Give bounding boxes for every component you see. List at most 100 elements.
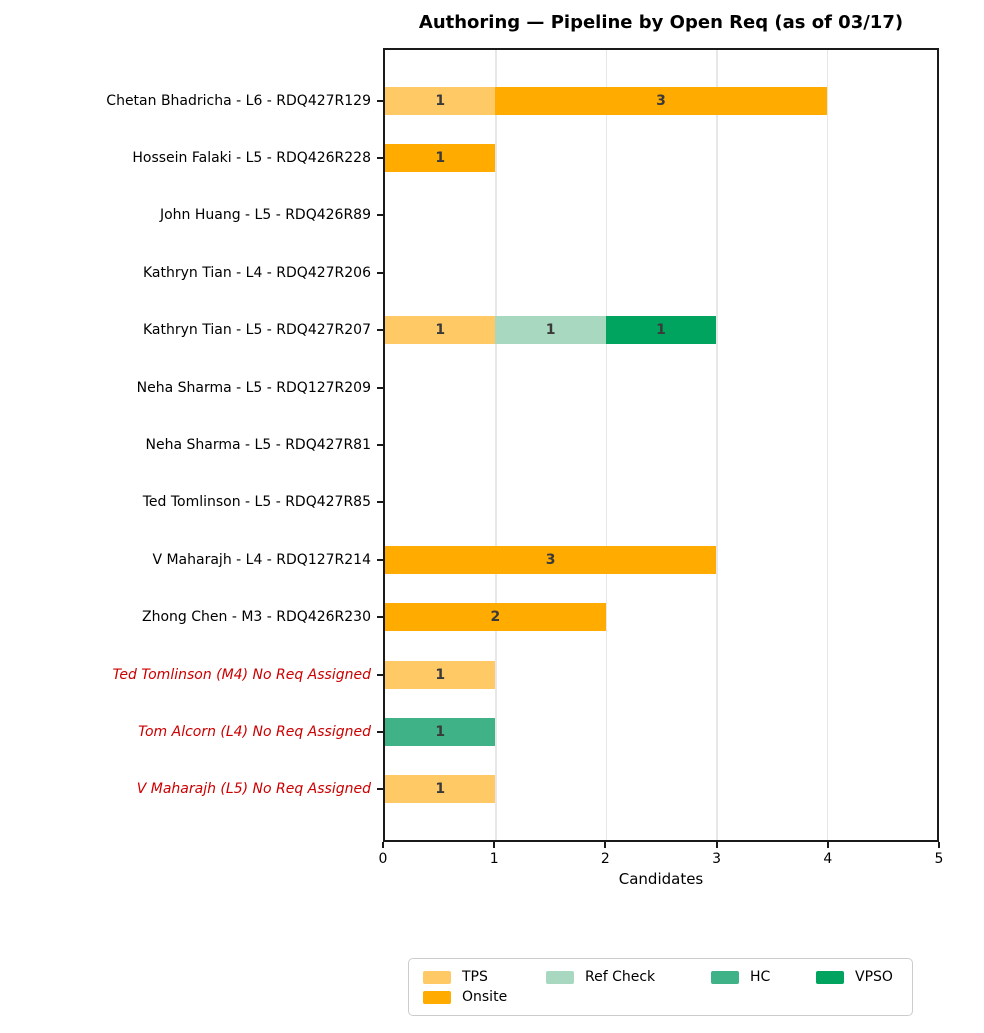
segment-value-label: 3 bbox=[545, 551, 556, 568]
segment-value-label: 2 bbox=[490, 609, 501, 626]
y-axis-label-text: V Maharajh - L4 - RDQ127R214 bbox=[152, 551, 371, 568]
y-axis-labels: Chetan Bhadricha - L6 - RDQ427R129 Hossei… bbox=[0, 48, 383, 842]
legend-swatch-icon bbox=[546, 970, 574, 984]
y-axis-label: Ted Tomlinson (M4) No Req Assigned bbox=[0, 646, 383, 703]
y-axis-label: John Huang - L5 - RDQ426R89 bbox=[0, 187, 383, 244]
segment-value-label: 1 bbox=[435, 150, 446, 167]
y-axis-label: Ted Tomlinson - L5 - RDQ427R85 bbox=[0, 474, 383, 531]
gridline bbox=[495, 50, 497, 840]
bar-segment-onsite: 3 bbox=[495, 86, 827, 115]
segment-value-label: 1 bbox=[435, 781, 446, 798]
legend-item-onsite: Onsite bbox=[423, 989, 546, 1005]
segment-value-label: 1 bbox=[545, 322, 556, 339]
x-tick-label: 2 bbox=[600, 851, 610, 867]
x-tick-label: 4 bbox=[823, 851, 833, 867]
bar-row: 1 bbox=[385, 129, 937, 186]
segment-value-label: 1 bbox=[435, 666, 446, 683]
gridline bbox=[605, 50, 608, 840]
bar-row bbox=[385, 474, 937, 531]
bar-row: 3 bbox=[385, 531, 937, 588]
y-axis-label: Kathryn Tian - L4 - RDQ427R206 bbox=[0, 244, 383, 301]
x-tick-mark bbox=[826, 842, 829, 848]
stacked-bar bbox=[385, 201, 937, 229]
y-tick-mark bbox=[377, 444, 383, 447]
stacked-bar bbox=[385, 374, 937, 402]
bar-segment-onsite: 1 bbox=[385, 144, 496, 173]
chart-title: Authoring — Pipeline by Open Req (as of … bbox=[418, 12, 904, 33]
legend-label: Ref Check bbox=[585, 969, 656, 985]
y-axis-label: Chetan Bhadricha - L6 - RDQ427R129 bbox=[0, 72, 383, 129]
y-axis-label: V Maharajh (L5) No Req Assigned bbox=[0, 761, 383, 818]
x-tick-mark bbox=[382, 842, 384, 848]
legend-swatch-icon bbox=[423, 970, 451, 984]
y-tick-mark bbox=[377, 616, 383, 619]
y-tick-mark bbox=[377, 329, 383, 332]
y-axis-label-text: Tom Alcorn (L4) No Req Assigned bbox=[138, 723, 371, 740]
y-axis-label: Tom Alcorn (L4) No Req Assigned bbox=[0, 703, 383, 760]
bar-segment-onsite: 3 bbox=[385, 545, 717, 574]
x-tick-mark bbox=[938, 842, 940, 848]
y-tick-mark bbox=[377, 157, 383, 160]
stacked-bar bbox=[385, 431, 937, 459]
legend-row: TPS Ref Check HC VPSO bbox=[423, 967, 912, 987]
stacked-bar bbox=[385, 259, 937, 287]
bar-row bbox=[385, 359, 937, 416]
stacked-bar: 1 1 1 bbox=[385, 316, 937, 345]
legend-swatch-icon bbox=[423, 990, 451, 1004]
segment-value-label: 1 bbox=[435, 322, 446, 339]
bar-row bbox=[385, 187, 937, 244]
y-tick-mark bbox=[377, 788, 383, 791]
bar-segment-onsite: 2 bbox=[385, 603, 606, 632]
x-tick-label: 1 bbox=[489, 851, 499, 867]
x-tick-label: 5 bbox=[934, 851, 944, 867]
x-tick-mark bbox=[493, 842, 496, 848]
y-axis-label-text: Ted Tomlinson (M4) No Req Assigned bbox=[112, 666, 371, 683]
gridline bbox=[826, 50, 829, 840]
y-tick-mark bbox=[377, 214, 383, 217]
stacked-bar: 1 bbox=[385, 660, 937, 689]
y-axis-label-text: Neha Sharma - L5 - RDQ427R81 bbox=[145, 437, 371, 454]
bar-segment-hc: 1 bbox=[385, 717, 496, 746]
legend-swatch-icon bbox=[711, 970, 739, 984]
stacked-bar: 3 bbox=[385, 545, 937, 574]
segment-value-label: 1 bbox=[656, 322, 666, 339]
y-axis-label-text: Hossein Falaki - L5 - RDQ426R228 bbox=[132, 150, 371, 167]
stacked-bar: 1 bbox=[385, 144, 937, 173]
y-axis-label: Zhong Chen - M3 - RDQ426R230 bbox=[0, 589, 383, 646]
x-tick-label: 3 bbox=[712, 851, 722, 867]
stacked-bar bbox=[385, 488, 937, 516]
legend-item-vpso: VPSO bbox=[816, 969, 893, 985]
y-axis-label: Kathryn Tian - L5 - RDQ427R207 bbox=[0, 302, 383, 359]
y-axis-label-text: Neha Sharma - L5 - RDQ127R209 bbox=[136, 379, 371, 396]
y-axis-label: V Maharajh - L4 - RDQ127R214 bbox=[0, 531, 383, 588]
y-tick-mark bbox=[377, 501, 383, 504]
bar-segment-tps: 1 bbox=[385, 775, 496, 804]
legend-label: HC bbox=[750, 969, 771, 985]
x-tick-mark bbox=[715, 842, 718, 848]
x-axis-ticks: 0 1 2 3 4 5 bbox=[0, 842, 984, 882]
y-axis-label-text: Kathryn Tian - L5 - RDQ427R207 bbox=[142, 322, 371, 339]
y-axis-label-text: V Maharajh (L5) No Req Assigned bbox=[136, 781, 371, 798]
x-axis-label: Candidates bbox=[618, 870, 704, 888]
legend: TPS Ref Check HC VPSO Onsite bbox=[408, 958, 913, 1016]
bar-segment-tps: 1 bbox=[385, 660, 496, 689]
y-axis-label-text: John Huang - L5 - RDQ426R89 bbox=[159, 207, 371, 224]
y-tick-mark bbox=[377, 271, 383, 274]
bar-row: 2 bbox=[385, 589, 937, 646]
stacked-bar: 2 bbox=[385, 603, 937, 632]
bar-segment-tps: 1 bbox=[385, 316, 496, 345]
legend-row: Onsite bbox=[423, 987, 912, 1007]
bar-segment-ref-check: 1 bbox=[495, 316, 606, 345]
y-axis-label: Hossein Falaki - L5 - RDQ426R228 bbox=[0, 129, 383, 186]
y-tick-mark bbox=[377, 99, 383, 102]
bar-segment-vpso: 1 bbox=[605, 316, 717, 345]
y-tick-mark bbox=[377, 730, 383, 733]
stacked-bar: 1 bbox=[385, 717, 937, 746]
y-axis-label-text: Chetan Bhadricha - L6 - RDQ427R129 bbox=[106, 92, 371, 109]
legend-item-hc: HC bbox=[711, 969, 816, 985]
y-axis-label-text: Ted Tomlinson - L5 - RDQ427R85 bbox=[142, 494, 371, 511]
stacked-bar: 1 bbox=[385, 775, 937, 804]
